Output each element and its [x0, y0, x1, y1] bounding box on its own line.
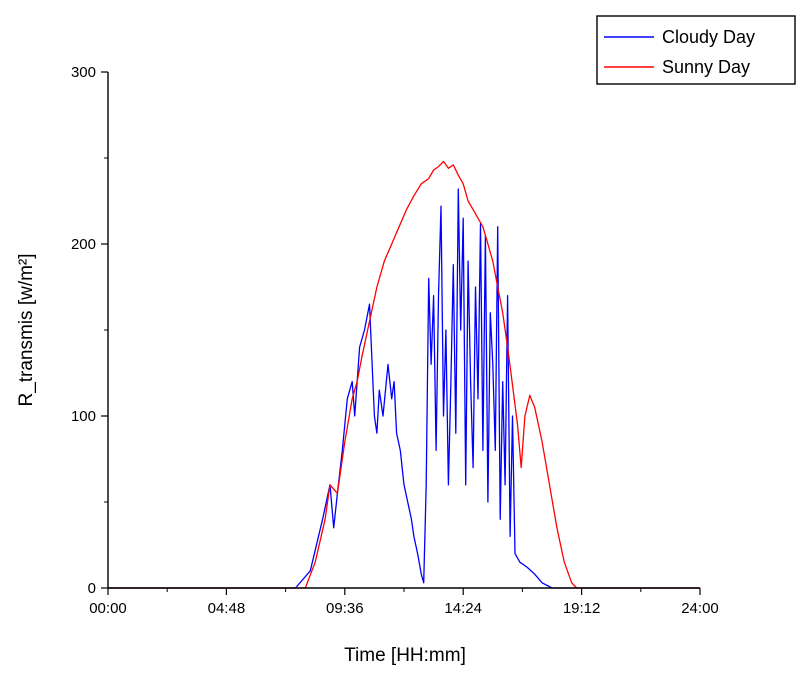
x-tick-label: 24:00	[681, 600, 719, 617]
x-axis: 00:00 04:48 09:36 14:24 19:12 24:00	[89, 587, 719, 617]
y-axis: 0 100 200 300	[71, 64, 109, 597]
legend: Cloudy Day Sunny Day	[596, 15, 796, 85]
x-tick-label: 09:36	[326, 600, 364, 617]
y-tick-label: 300	[71, 64, 96, 81]
legend-box	[596, 15, 796, 85]
legend-label: Sunny Day	[662, 57, 750, 77]
x-tick-label: 14:24	[444, 600, 482, 617]
plot-area	[108, 160, 700, 589]
y-tick-label: 0	[88, 580, 96, 597]
x-axis-title: Time [HH:mm]	[344, 645, 466, 666]
y-tick-label: 200	[71, 236, 96, 253]
series-line-sunny-day	[108, 160, 700, 589]
x-tick-label: 00:00	[89, 600, 127, 617]
x-tick-label: 19:12	[563, 600, 601, 617]
x-tick-label: 04:48	[208, 600, 246, 617]
series-line-cloudy-day	[108, 188, 700, 589]
y-axis-title: R_transmis [w/m²]	[16, 253, 37, 406]
y-tick-label: 100	[71, 408, 96, 425]
legend-label: Cloudy Day	[662, 27, 755, 47]
